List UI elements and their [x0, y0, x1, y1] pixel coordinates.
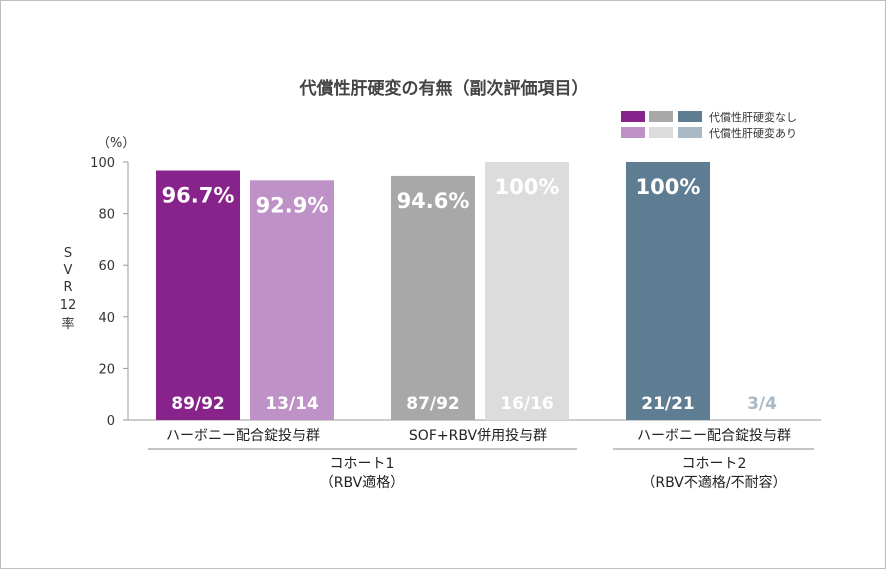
bar-5 [626, 162, 710, 420]
group-label-2: SOF+RBV併用投与群 [409, 428, 547, 444]
group-label-3: ハーボニー配合錠投与群 [637, 428, 791, 444]
y-ticks: 0 20 40 60 80 100 [90, 156, 128, 429]
cohort-1-title: コホート1 [330, 456, 395, 472]
y-label-char: 率 [61, 316, 74, 332]
y-tick-label: 20 [98, 362, 115, 377]
bar-5-pct-label: 100% [636, 175, 701, 199]
bar-3-fraction-label: 87/92 [406, 394, 460, 414]
bar-2 [250, 180, 334, 420]
cohort-2-title: コホート2 [682, 456, 747, 472]
chart-title: 代償性肝硬変の有無（副次評価項目） [299, 78, 589, 99]
y-tick-label: 40 [98, 311, 115, 326]
y-label-char: S [64, 246, 72, 261]
y-label-char: V [64, 263, 73, 278]
bar-5-fraction-label: 21/21 [641, 394, 695, 414]
y-tick-label: 80 [98, 208, 115, 223]
legend: 代償性肝硬変なし 代償性肝硬変あり [621, 110, 797, 140]
y-unit-label: （%） [97, 136, 135, 151]
legend-swatch-no-3 [678, 111, 702, 122]
legend-swatch-yes-3 [678, 127, 702, 138]
y-label-char: R [63, 280, 72, 295]
y-label-char: 12 [60, 298, 77, 313]
bar-1 [156, 170, 240, 420]
legend-label-yes: 代償性肝硬変あり [709, 126, 797, 140]
bars: 96.7% 89/92 92.9% 13/14 94.6% 87/92 100% 16/16 1… [156, 162, 777, 420]
bar-4-pct-label: 100% [495, 175, 560, 199]
legend-label-no: 代償性肝硬変なし [709, 110, 797, 124]
cohort-1-subtitle: （RBV適格） [320, 474, 404, 491]
bar-1-pct-label: 96.7% [162, 184, 235, 208]
legend-swatch-no-1 [621, 111, 645, 122]
legend-swatch-no-2 [649, 111, 673, 122]
cohort-2-subtitle: （RBV不適格/不耐容） [641, 474, 786, 491]
bar-3-pct-label: 94.6% [397, 189, 470, 213]
bar-4-fraction-label: 16/16 [500, 394, 554, 414]
y-tick-label: 0 [107, 414, 115, 429]
y-tick-label: 100 [90, 156, 115, 171]
y-tick-label: 60 [98, 259, 115, 274]
bar-1-fraction-label: 89/92 [171, 394, 225, 414]
bar-3 [391, 175, 475, 420]
legend-swatch-yes-1 [621, 127, 645, 138]
y-axis-label: S V R 12 率 [60, 246, 77, 332]
bar-2-fraction-label: 13/14 [265, 394, 319, 414]
bar-2-pct-label: 92.9% [256, 193, 329, 217]
legend-swatch-yes-2 [649, 127, 673, 138]
bar-4 [485, 162, 569, 420]
group-label-1: ハーボニー配合錠投与群 [166, 428, 320, 444]
bar-6-fraction-label: 3/4 [747, 394, 777, 414]
